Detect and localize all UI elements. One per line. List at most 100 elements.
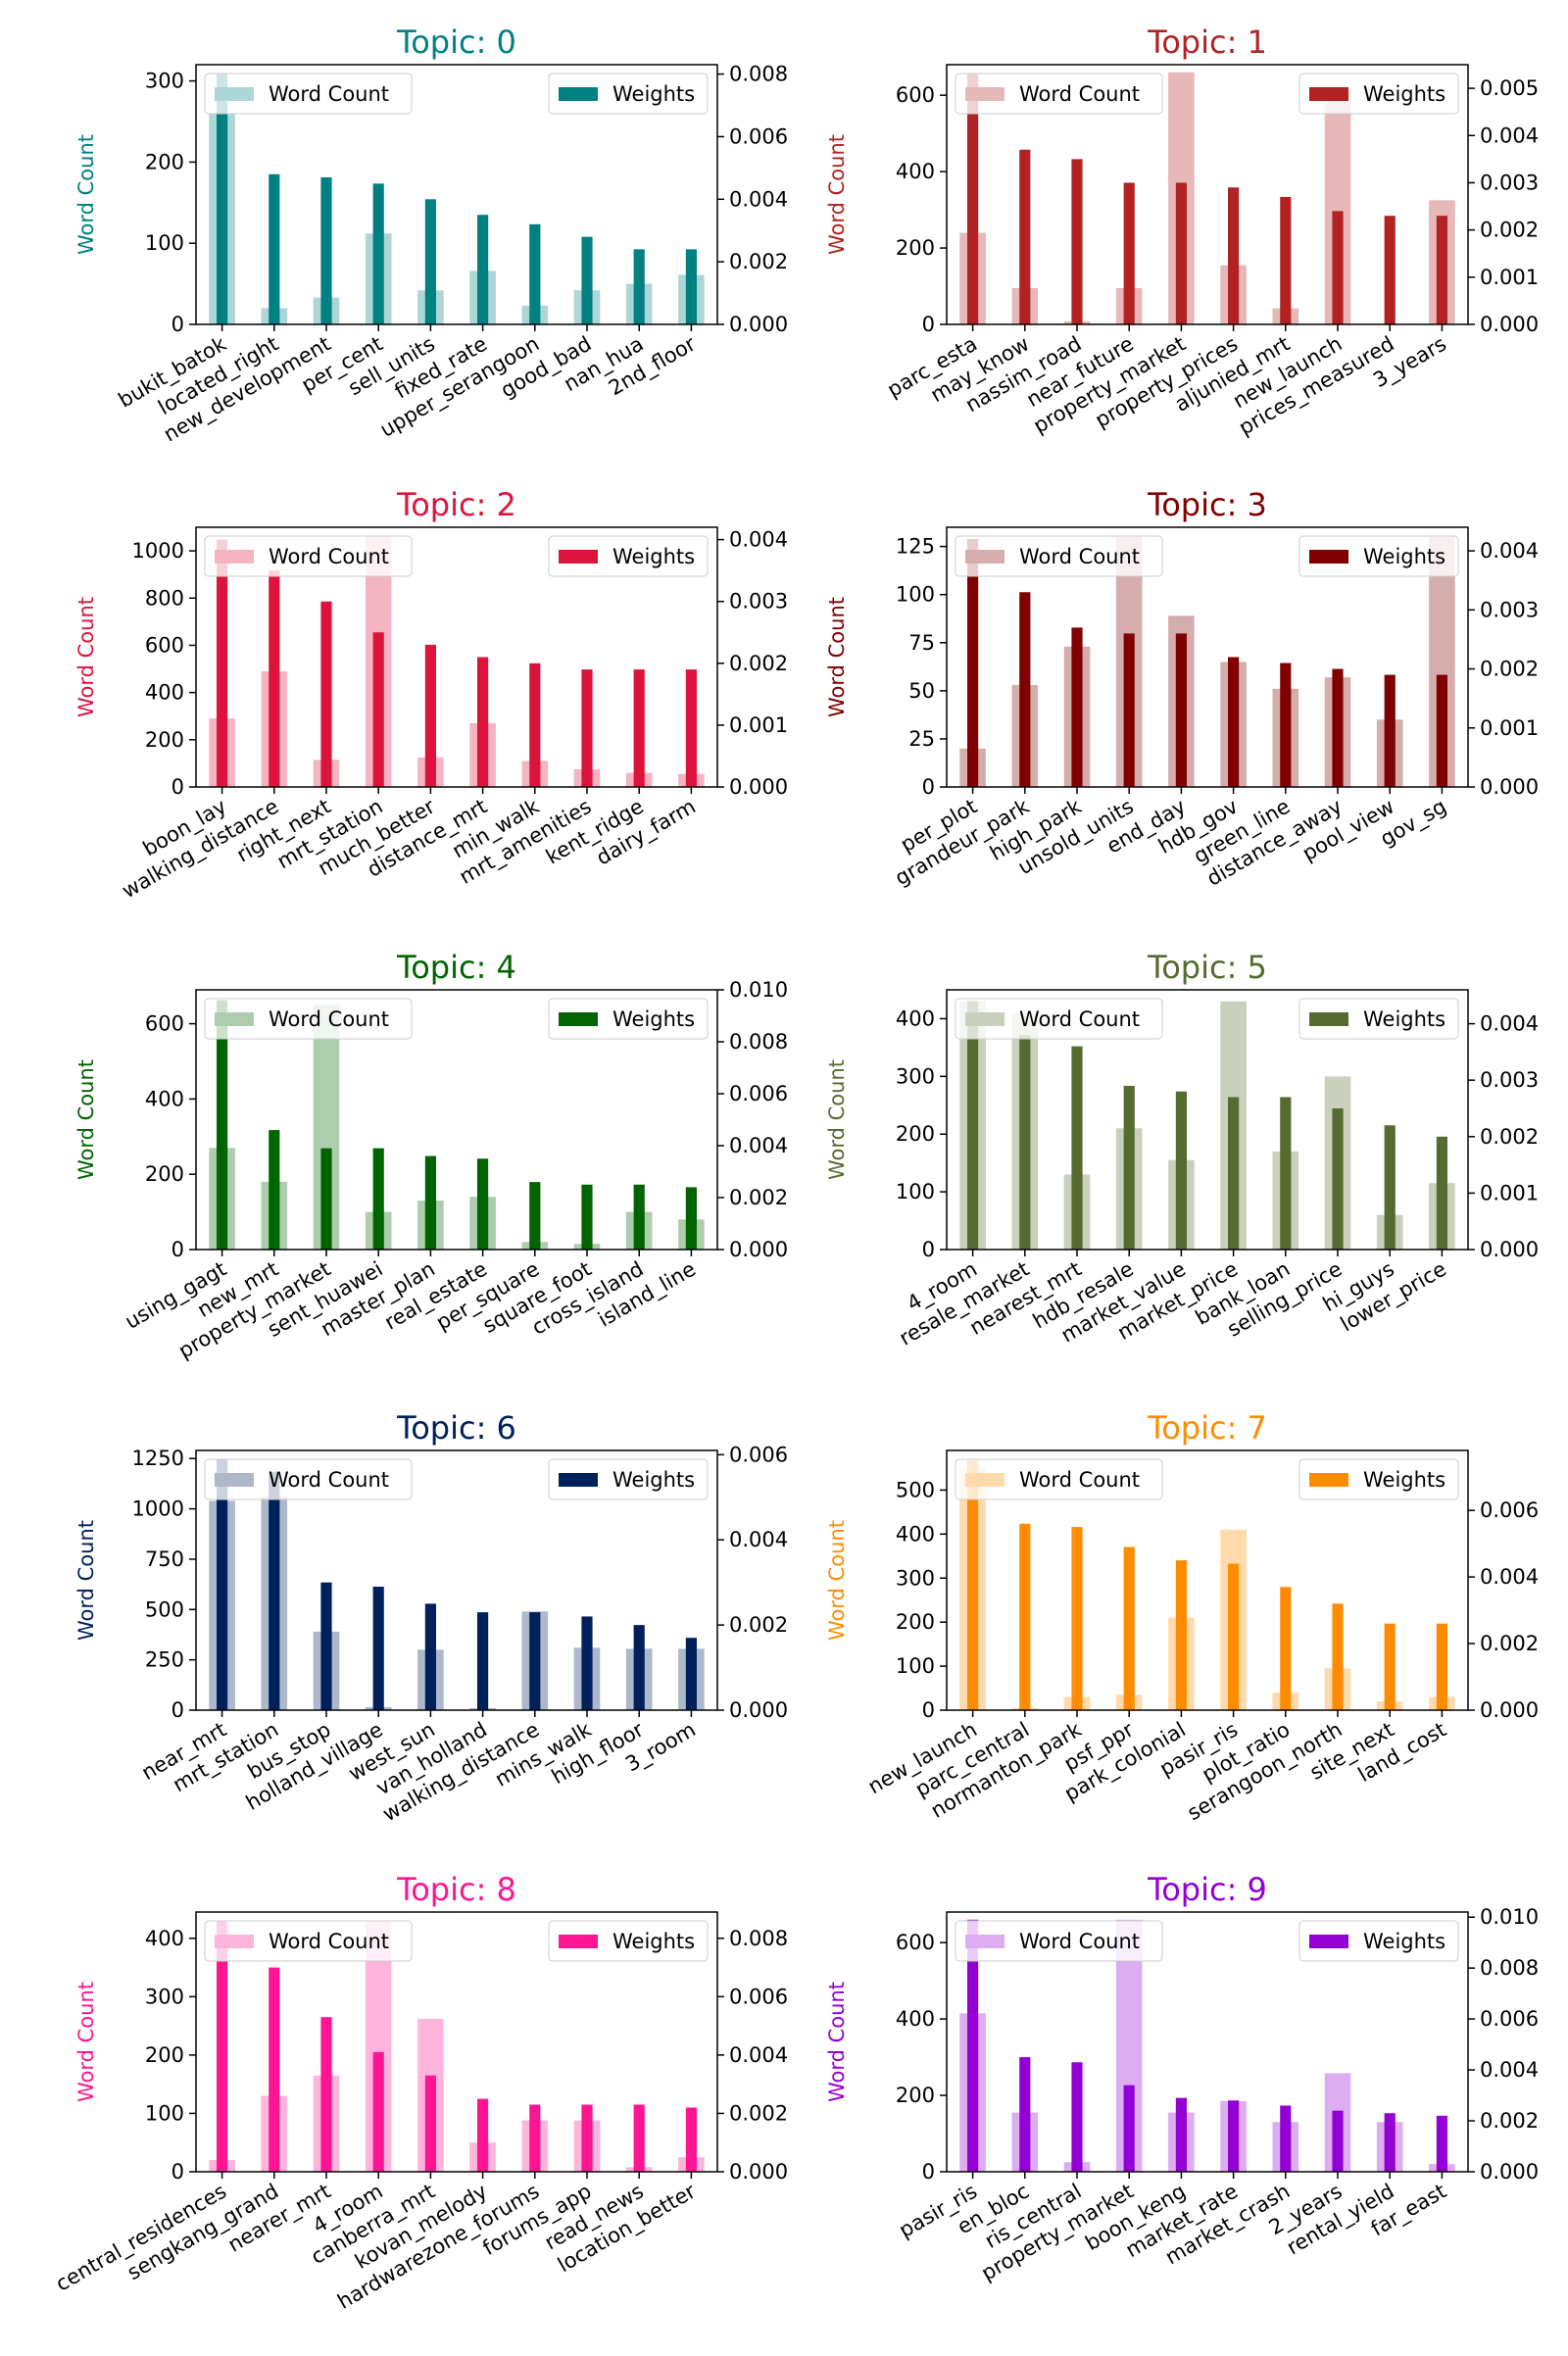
weight-bar (1332, 1603, 1344, 1710)
left-tick-label: 0 (922, 2160, 935, 2184)
legend-label: Weights (612, 1930, 695, 1953)
right-tick-label: 0.000 (1480, 775, 1539, 799)
legend-swatch (559, 1473, 598, 1487)
right-tick-label: 0.004 (1480, 1565, 1539, 1589)
weight-bar (1071, 627, 1083, 787)
weight-bar (581, 1184, 593, 1250)
right-tick-label: 0.001 (1480, 266, 1539, 289)
weight-bar (1019, 1523, 1031, 1710)
weight-bar (269, 1967, 280, 2172)
right-tick-label: 0.000 (1480, 1238, 1539, 1261)
weight-bar (633, 249, 645, 324)
y-axis-label: Word Count (74, 1982, 98, 2102)
legend-word-count: Word Count (204, 73, 413, 115)
weight-bar (269, 173, 280, 324)
weight-bar (1332, 1107, 1344, 1250)
legend-swatch (965, 87, 1004, 101)
y-axis-label: Word Count (825, 1520, 849, 1641)
weight-bar (1175, 633, 1187, 787)
right-tick-label: 0.003 (1480, 598, 1539, 621)
left-tick-label: 100 (896, 1180, 935, 1203)
y-axis-label: Word Count (825, 1982, 849, 2102)
chart-panel-topic-0: Topic: 0 0 100 200 300 0.000 0.002 0.004 0.006 0.… (74, 24, 788, 447)
left-tick-label: 400 (896, 160, 935, 183)
legend-word-count: Word Count (955, 1458, 1163, 1500)
plot-frame (195, 1911, 718, 2173)
weight-bar (477, 657, 489, 787)
plot-frame (946, 1911, 1469, 2173)
chart-title: Topic: 4 (396, 949, 516, 986)
legend-box (1298, 1920, 1459, 1962)
left-tick-label: 50 (908, 679, 935, 703)
legend-weights: Weights (1298, 535, 1459, 577)
weight-bar (1228, 2100, 1240, 2172)
right-tick-label: 0.004 (1480, 539, 1539, 563)
right-tick-label: 0.000 (729, 313, 788, 336)
legend-box (955, 1458, 1163, 1500)
chart-panel-topic-2: Topic: 2 0 200 400 600 800 1000 0.000 0.001 0.002… (74, 486, 788, 904)
legend-word-count: Word Count (204, 1458, 413, 1500)
left-tick-label: 200 (145, 2043, 184, 2067)
right-tick-label: 0.001 (1480, 1181, 1539, 1204)
weight-bar (477, 1158, 489, 1250)
plot-frame (946, 1449, 1469, 1711)
plot-frame (195, 526, 718, 788)
left-tick-label: 400 (145, 681, 184, 705)
legend-swatch (1309, 1935, 1348, 1948)
left-tick-label: 1000 (132, 539, 184, 563)
weight-bar (424, 1603, 436, 1710)
chart-panel-topic-8: Topic: 8 0 100 200 300 400 0.000 0.002 0.004 0.00… (52, 1871, 788, 2315)
right-tick-label: 0.008 (729, 63, 788, 86)
weight-bar (372, 632, 384, 787)
left-tick-label: 400 (145, 1087, 184, 1110)
left-tick-label: 100 (896, 1654, 935, 1678)
left-tick-label: 500 (896, 1478, 935, 1501)
weight-bar (581, 1616, 593, 1710)
left-tick-label: 500 (145, 1597, 184, 1621)
left-tick-label: 200 (896, 2084, 935, 2107)
weight-bar (1228, 1563, 1240, 1710)
legend-weights: Weights (1298, 998, 1459, 1040)
right-tick-label: 0.002 (1480, 219, 1539, 242)
left-tick-label: 0 (922, 1238, 935, 1261)
legend-label: Weights (612, 545, 695, 568)
legend-box (955, 535, 1163, 577)
left-tick-label: 600 (145, 1012, 184, 1036)
weight-bar (633, 2104, 645, 2172)
left-tick-label: 0 (922, 1698, 935, 1722)
weight-bar (1228, 1097, 1240, 1250)
right-tick-label: 0.004 (1480, 1012, 1539, 1036)
weight-bar (477, 2098, 489, 2172)
weight-bar (633, 1184, 645, 1250)
legend-box (1298, 1458, 1459, 1500)
legend-swatch (559, 1935, 598, 1948)
y-axis-label: Word Count (825, 597, 849, 717)
right-tick-label: 0.001 (729, 713, 788, 737)
weight-bar (1384, 1125, 1396, 1250)
chart-panel-topic-5: Topic: 5 0 100 200 300 400 0.000 0.001 0.002 0.00… (825, 949, 1539, 1351)
weight-bar (1228, 187, 1240, 324)
legend-box (548, 998, 709, 1040)
right-tick-label: 0.008 (729, 1927, 788, 1950)
weight-bar (217, 1920, 228, 2172)
right-tick-label: 0.010 (1480, 1905, 1539, 1929)
right-tick-label: 0.000 (729, 1698, 788, 1722)
y-axis-label: Word Count (825, 1059, 849, 1180)
right-tick-label: 0.000 (1480, 313, 1539, 336)
weight-bar (1280, 1587, 1292, 1710)
legend-swatch (965, 1012, 1004, 1026)
right-tick-label: 0.004 (729, 1134, 788, 1157)
left-tick-label: 0 (922, 313, 935, 336)
weight-bar (967, 74, 979, 325)
weight-bar (967, 1001, 979, 1250)
right-tick-label: 0.002 (729, 250, 788, 273)
left-tick-label: 0 (172, 1238, 184, 1261)
weight-bar (1384, 2113, 1396, 2172)
weight-bar (1123, 1085, 1135, 1250)
weight-bar (320, 2017, 332, 2172)
weight-bar (1071, 159, 1083, 324)
right-tick-label: 0.000 (1480, 1698, 1539, 1722)
left-tick-label: 300 (896, 1566, 935, 1590)
weight-bar (529, 223, 541, 324)
legend-weights: Weights (548, 998, 709, 1040)
